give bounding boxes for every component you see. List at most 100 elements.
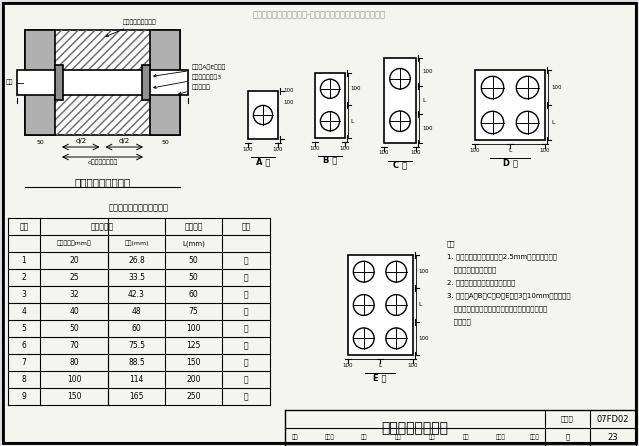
Text: L: L <box>378 363 381 368</box>
Circle shape <box>320 79 339 99</box>
Circle shape <box>353 261 374 282</box>
Text: 100: 100 <box>343 363 353 368</box>
Text: 1. 穿墙管应采用壁厚不小于2.5mm的热镀锌钢管，: 1. 穿墙管应采用壁厚不小于2.5mm的热镀锌钢管， <box>447 253 557 260</box>
Text: L: L <box>422 98 426 103</box>
Text: 100: 100 <box>551 85 562 90</box>
Circle shape <box>390 111 410 132</box>
Text: 100: 100 <box>350 86 360 91</box>
Text: －: － <box>243 341 249 350</box>
Circle shape <box>254 105 273 124</box>
Text: 42.3: 42.3 <box>128 290 145 299</box>
Text: L: L <box>350 119 353 124</box>
Text: L: L <box>419 302 422 307</box>
Bar <box>17 70 188 95</box>
Text: B 型: B 型 <box>323 156 337 165</box>
Text: 锌钢板，与热镀锌钢管及面焊接，同时应与结构钢: 锌钢板，与热镀锌钢管及面焊接，同时应与结构钢 <box>447 305 547 312</box>
Text: 100: 100 <box>411 150 421 156</box>
Text: 临空墙、防护密闭墙: 临空墙、防护密闭墙 <box>106 20 157 37</box>
Text: 5: 5 <box>22 324 26 333</box>
Text: L: L <box>508 148 512 153</box>
Bar <box>315 73 345 137</box>
Text: 标准员: 标准员 <box>325 434 334 440</box>
Circle shape <box>516 112 539 134</box>
Text: 50: 50 <box>69 324 79 333</box>
Text: 100: 100 <box>419 269 429 274</box>
Text: 23: 23 <box>608 433 619 442</box>
Text: 审核: 审核 <box>292 434 298 440</box>
Text: 100: 100 <box>283 88 293 94</box>
Text: 20: 20 <box>69 256 79 265</box>
Text: 序号: 序号 <box>19 222 29 231</box>
Circle shape <box>353 295 374 315</box>
Text: 张红英: 张红英 <box>496 434 505 440</box>
Text: 8: 8 <box>22 375 26 384</box>
Bar <box>150 30 180 135</box>
Bar <box>384 58 416 143</box>
Text: 26.8: 26.8 <box>128 256 145 265</box>
Text: 注：: 注： <box>447 240 456 247</box>
Text: 100: 100 <box>422 69 433 74</box>
Text: 热镀锌钢管: 热镀锌钢管 <box>91 222 114 231</box>
Text: 管距尺寸: 管距尺寸 <box>184 222 203 231</box>
Text: 150: 150 <box>186 358 201 367</box>
Text: 114: 114 <box>129 375 144 384</box>
Text: 2. 防护密闭穿墙管需另加抗力片。: 2. 防护密闭穿墙管需另加抗力片。 <box>447 279 516 285</box>
Text: －: － <box>243 324 249 333</box>
Text: 48: 48 <box>132 307 141 316</box>
Text: 图集号: 图集号 <box>561 416 574 422</box>
Text: 75.5: 75.5 <box>128 341 145 350</box>
Bar <box>348 255 413 355</box>
Bar <box>55 65 63 100</box>
Text: 100: 100 <box>243 147 253 152</box>
Text: 33.5: 33.5 <box>128 273 145 282</box>
Text: －: － <box>243 358 249 367</box>
Text: 筋焊牢。: 筋焊牢。 <box>447 318 471 325</box>
Text: 校对: 校对 <box>360 434 367 440</box>
Text: C 型: C 型 <box>393 161 407 169</box>
Text: d/2: d/2 <box>75 138 86 144</box>
Text: －: － <box>243 290 249 299</box>
Text: 200: 200 <box>186 375 201 384</box>
Text: 100: 100 <box>407 363 418 368</box>
Text: 100: 100 <box>186 324 201 333</box>
Text: 备注: 备注 <box>242 222 250 231</box>
Text: 100: 100 <box>470 148 481 153</box>
Bar <box>25 30 180 135</box>
Text: 焊接: 焊接 <box>6 80 13 85</box>
Text: 3. 密闭肋A、B、C、D、E型为3～10mm厚的热镀锌: 3. 密闭肋A、B、C、D、E型为3～10mm厚的热镀锌 <box>447 292 571 299</box>
Text: 设计: 设计 <box>463 434 470 440</box>
Text: 70: 70 <box>69 341 79 350</box>
Text: 32: 32 <box>69 290 79 299</box>
Text: 6: 6 <box>22 341 26 350</box>
Circle shape <box>386 261 406 282</box>
Text: 250: 250 <box>186 392 201 401</box>
Circle shape <box>481 112 504 134</box>
Circle shape <box>386 328 406 349</box>
Text: 密闭肋材料见注3: 密闭肋材料见注3 <box>153 75 222 88</box>
Text: E 型: E 型 <box>373 373 387 382</box>
Text: 管道数量由设计确定。: 管道数量由设计确定。 <box>447 266 497 273</box>
Text: 密闭肋A～E型见图: 密闭肋A～E型见图 <box>153 65 226 77</box>
Text: 100: 100 <box>310 145 320 150</box>
Text: 100: 100 <box>273 147 283 152</box>
Text: 宁光: 宁光 <box>429 434 435 440</box>
Text: d/2: d/2 <box>119 138 130 144</box>
Text: 7: 7 <box>22 358 26 367</box>
Circle shape <box>353 328 374 349</box>
Circle shape <box>390 69 410 89</box>
Text: 50: 50 <box>189 273 198 282</box>
Text: 50: 50 <box>36 140 44 145</box>
Bar <box>248 91 278 139</box>
Text: －: － <box>243 307 249 316</box>
Text: 165: 165 <box>129 392 144 401</box>
Text: D 型: D 型 <box>502 158 518 167</box>
Text: 100: 100 <box>419 336 429 341</box>
Bar <box>25 30 180 135</box>
Text: L(mm): L(mm) <box>182 240 205 247</box>
Text: 1: 1 <box>22 256 26 265</box>
Text: 07FD02: 07FD02 <box>597 414 629 424</box>
Text: 50: 50 <box>189 256 198 265</box>
Text: 75: 75 <box>189 307 198 316</box>
Text: 热镀锌钢管和密闭肋尺寸表: 热镀锌钢管和密闭肋尺寸表 <box>109 203 169 212</box>
Text: 3: 3 <box>22 290 26 299</box>
